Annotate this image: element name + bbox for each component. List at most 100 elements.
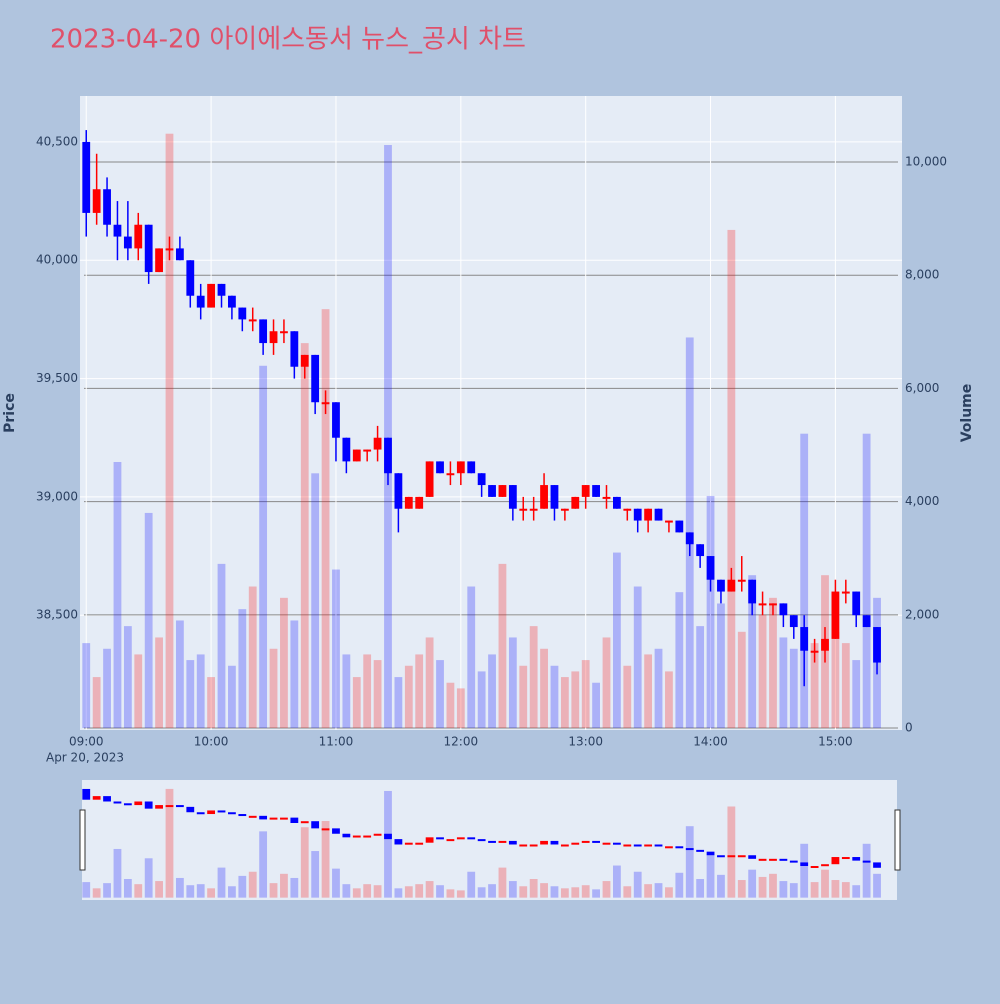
- candle-body: [789, 615, 798, 628]
- candle-body: [852, 591, 861, 616]
- volume-bar: [238, 609, 247, 729]
- y2-tick-label: 6,000: [905, 381, 939, 395]
- x-tick-label: 12:00: [444, 735, 479, 749]
- volume-bar: [810, 643, 819, 729]
- mini-volume-bar: [394, 888, 403, 898]
- volume-bar: [321, 309, 330, 729]
- mini-candle: [758, 858, 767, 861]
- volume-bar: [737, 631, 746, 729]
- volume-bar: [862, 433, 871, 729]
- mini-candle: [821, 864, 829, 867]
- candle-body: [602, 496, 611, 499]
- range-slider[interactable]: [82, 780, 897, 900]
- candle-body: [259, 319, 268, 344]
- volume-bar: [571, 671, 580, 729]
- volume-bar: [758, 614, 767, 729]
- volume-bar: [852, 660, 861, 729]
- slider-handle-left[interactable]: [79, 809, 86, 871]
- candle-body: [581, 485, 590, 497]
- volume-bar: [113, 461, 122, 729]
- volume-bar: [311, 473, 320, 729]
- candle-body: [300, 354, 309, 367]
- volume-bar: [332, 569, 340, 729]
- mini-volume-bar: [228, 886, 236, 898]
- volume-bar: [612, 552, 621, 729]
- mini-volume-bar: [144, 858, 153, 898]
- volume-bar: [727, 229, 736, 729]
- candle-body: [404, 496, 413, 509]
- volume-bar: [581, 660, 590, 729]
- candle-body: [862, 615, 871, 628]
- candle-body: [519, 508, 528, 511]
- mini-candle: [550, 840, 559, 845]
- y2-tick-label: 10,000: [905, 154, 947, 168]
- x-tick-label: 11:00: [319, 735, 354, 749]
- mini-candle: [300, 821, 309, 824]
- mini-candle: [717, 855, 725, 858]
- mini-volume-bar: [134, 884, 143, 898]
- mini-volume-bar: [737, 880, 746, 898]
- candle-body: [873, 627, 881, 663]
- mini-candle: [581, 840, 590, 843]
- mini-volume-bar: [560, 888, 569, 898]
- mini-volume-bar: [259, 831, 268, 898]
- y2-tick-label: 2,000: [905, 607, 939, 621]
- volume-bar: [779, 637, 788, 729]
- volume-bar: [706, 495, 715, 729]
- mini-candle: [644, 844, 653, 847]
- candle-body: [800, 627, 809, 651]
- mini-candle: [134, 801, 143, 806]
- mini-candle: [706, 851, 715, 856]
- mini-volume-bar: [748, 869, 757, 898]
- volume-bar: [654, 648, 663, 729]
- y2-tick-label: 0: [905, 721, 913, 735]
- mini-candle: [196, 812, 205, 815]
- volume-bar: [404, 665, 413, 729]
- mini-candle: [332, 828, 340, 834]
- mini-volume-bar: [384, 790, 392, 898]
- mini-candle: [748, 855, 757, 859]
- mini-volume-bar: [477, 887, 486, 898]
- mini-volume-bar: [769, 873, 777, 898]
- plot-area: [80, 96, 902, 730]
- volume-bar: [155, 637, 163, 729]
- candle-body: [321, 402, 330, 405]
- candle-body: [508, 485, 517, 509]
- mini-volume-bar: [873, 873, 881, 898]
- mini-volume-bar: [425, 881, 434, 898]
- mini-candle: [103, 796, 111, 802]
- volume-bar: [196, 654, 205, 729]
- candle-body: [748, 579, 757, 604]
- slider-handle-right[interactable]: [894, 809, 901, 871]
- volume-bar: [217, 563, 226, 729]
- mini-candle: [92, 796, 101, 800]
- candle-body: [175, 248, 184, 261]
- candle-body: [342, 437, 351, 462]
- mini-volume-bar: [529, 878, 538, 898]
- candle-body: [394, 473, 403, 509]
- mini-volume-bar: [300, 827, 309, 898]
- volume-bar: [519, 665, 528, 729]
- mini-volume-bar: [508, 881, 517, 898]
- mini-volume-bar: [311, 851, 320, 898]
- candle-body: [144, 224, 153, 273]
- mini-candle: [352, 835, 361, 838]
- mini-volume-bar: [706, 855, 715, 898]
- mini-volume-bar: [623, 886, 632, 898]
- candle-body: [696, 544, 705, 557]
- mini-candle: [446, 839, 455, 842]
- volume-bar: [477, 671, 486, 729]
- mini-volume-bar: [352, 888, 361, 898]
- mini-volume-bar: [217, 867, 226, 898]
- mini-candle: [810, 865, 819, 868]
- mini-candle: [373, 833, 382, 836]
- candle-body: [685, 532, 694, 545]
- mini-volume-bar: [415, 884, 424, 898]
- mini-candle: [779, 858, 788, 861]
- mini-candle: [217, 810, 226, 813]
- candle-body: [550, 485, 559, 509]
- mini-volume-bar: [488, 884, 496, 898]
- candle-body: [352, 449, 361, 462]
- volume-bar: [769, 597, 777, 729]
- volume-bar: [123, 626, 132, 729]
